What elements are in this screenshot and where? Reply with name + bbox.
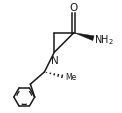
Text: NH$_2$: NH$_2$ xyxy=(94,33,114,46)
Text: Me: Me xyxy=(65,73,76,82)
Text: O: O xyxy=(70,3,78,13)
Text: N: N xyxy=(51,55,59,65)
Polygon shape xyxy=(74,33,94,41)
